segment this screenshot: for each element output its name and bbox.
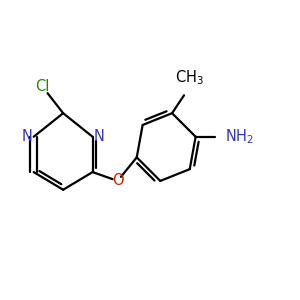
- Text: Cl: Cl: [35, 79, 50, 94]
- Text: N: N: [94, 129, 104, 144]
- Text: NH$_2$: NH$_2$: [225, 128, 254, 146]
- Text: CH$_3$: CH$_3$: [175, 68, 204, 87]
- Text: O: O: [112, 173, 123, 188]
- Text: N: N: [22, 129, 33, 144]
